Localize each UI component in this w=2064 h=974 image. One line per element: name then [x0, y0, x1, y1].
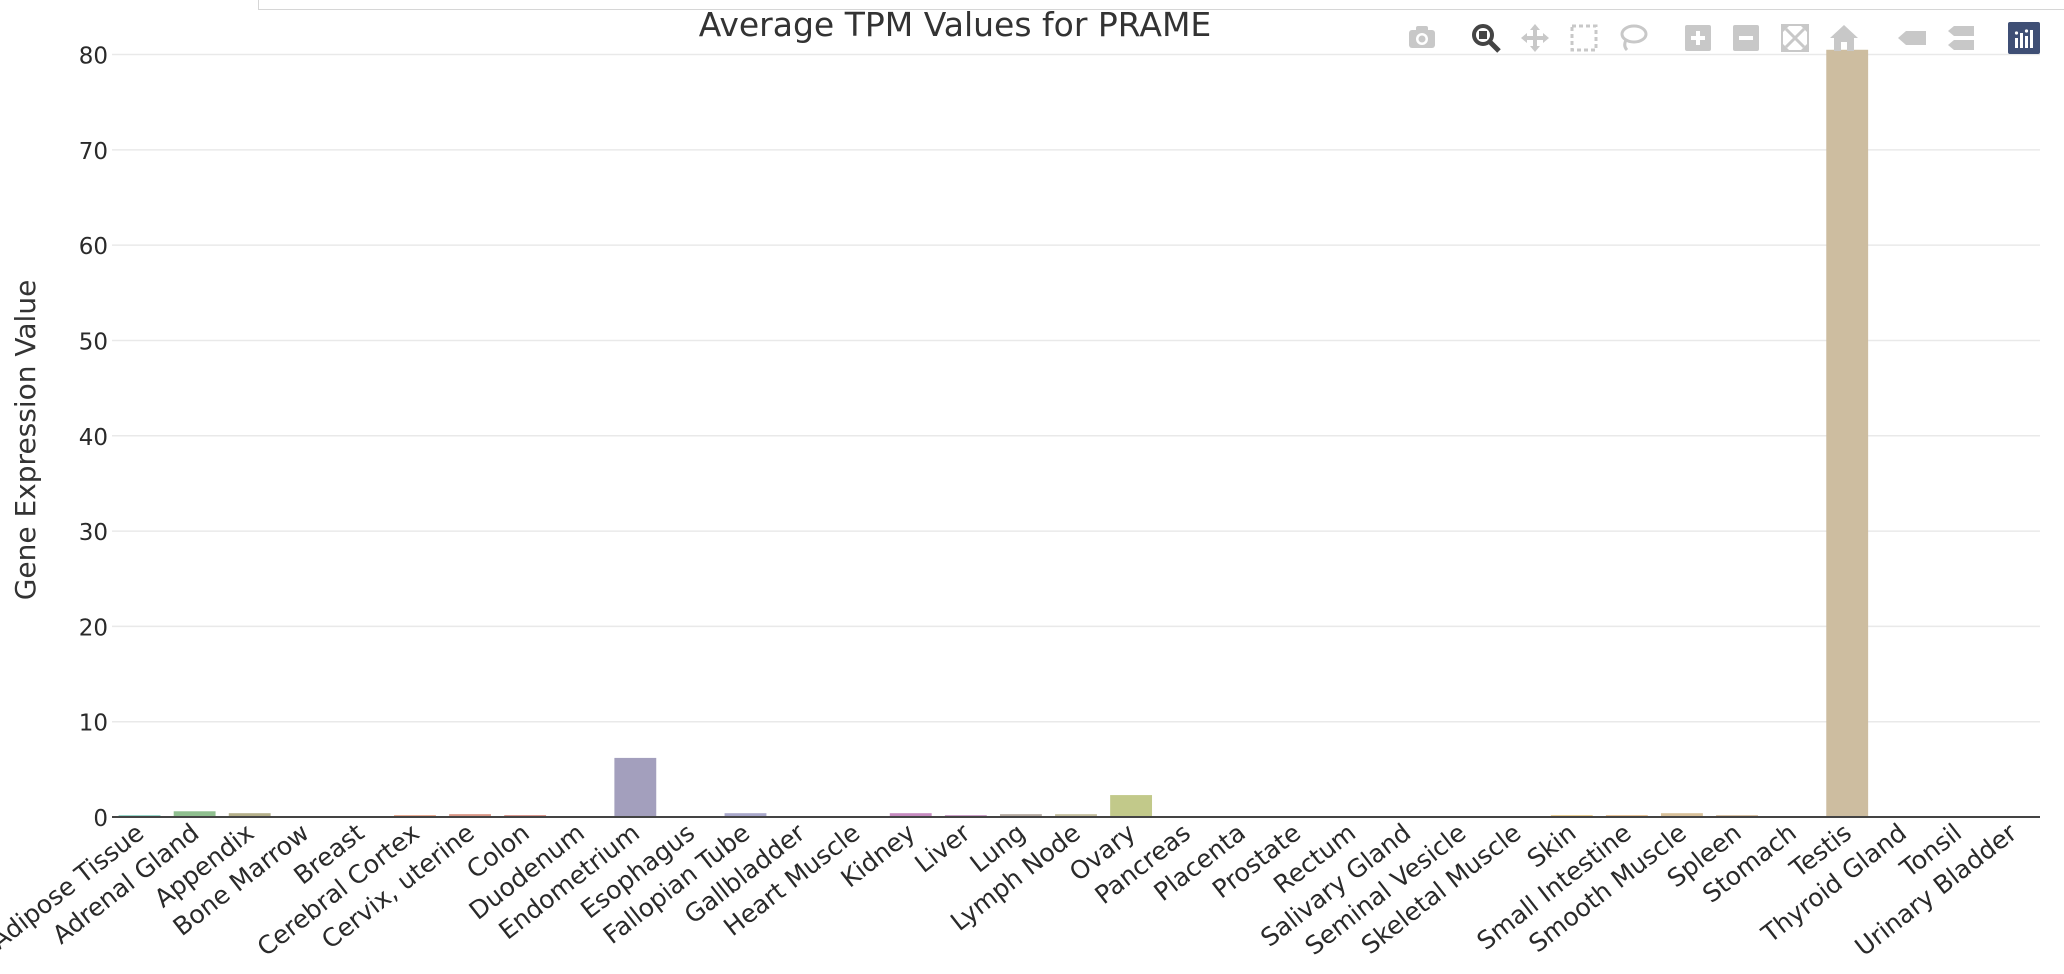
y-gridlines: [112, 53, 2040, 723]
y-tick-label: 50: [79, 329, 108, 355]
compare-hover-icon[interactable]: [1942, 18, 1978, 58]
zoom-icon[interactable]: [1468, 18, 1504, 58]
y-axis-label: Gene Expression Value: [9, 280, 42, 601]
bar[interactable]: [724, 813, 767, 817]
spike-lines-icon[interactable]: [1894, 18, 1930, 58]
plot-frame-line: [258, 0, 2064, 10]
bar[interactable]: [1055, 814, 1097, 817]
bars[interactable]: [118, 49, 1979, 817]
bar[interactable]: [999, 814, 1042, 817]
y-tick-label: 40: [79, 425, 108, 451]
bar[interactable]: [228, 813, 271, 817]
zoom-in-icon[interactable]: [1680, 18, 1716, 58]
chart-title: Average TPM Values for PRAME: [699, 5, 1212, 44]
box-select-icon[interactable]: [1566, 18, 1602, 58]
bar[interactable]: [1826, 49, 1869, 817]
bar[interactable]: [449, 814, 491, 817]
bar[interactable]: [1110, 795, 1153, 817]
y-tick-label: 30: [79, 520, 108, 546]
y-tick-label: 0: [93, 806, 108, 832]
y-tick-label: 10: [79, 711, 108, 737]
lasso-select-icon[interactable]: [1615, 18, 1651, 58]
camera-icon[interactable]: [1404, 18, 1440, 58]
y-tick-label: 70: [79, 139, 108, 165]
autoscale-icon[interactable]: [1777, 18, 1813, 58]
bar[interactable]: [889, 813, 932, 817]
bar[interactable]: [173, 811, 216, 817]
bar[interactable]: [614, 757, 657, 817]
y-tick-label: 20: [79, 615, 108, 641]
zoom-out-icon[interactable]: [1728, 18, 1764, 58]
plotly-logo-icon[interactable]: [2006, 18, 2042, 58]
pan-icon[interactable]: [1517, 18, 1553, 58]
y-tick-label: 80: [79, 44, 108, 70]
y-tick-labels: 0 10 20 30 40 50 60 70 80: [79, 44, 108, 832]
x-tick-label: Liver: [909, 817, 976, 878]
y-tick-label: 60: [79, 234, 108, 260]
bar[interactable]: [1661, 813, 1703, 817]
reset-axes-icon[interactable]: [1826, 18, 1862, 58]
